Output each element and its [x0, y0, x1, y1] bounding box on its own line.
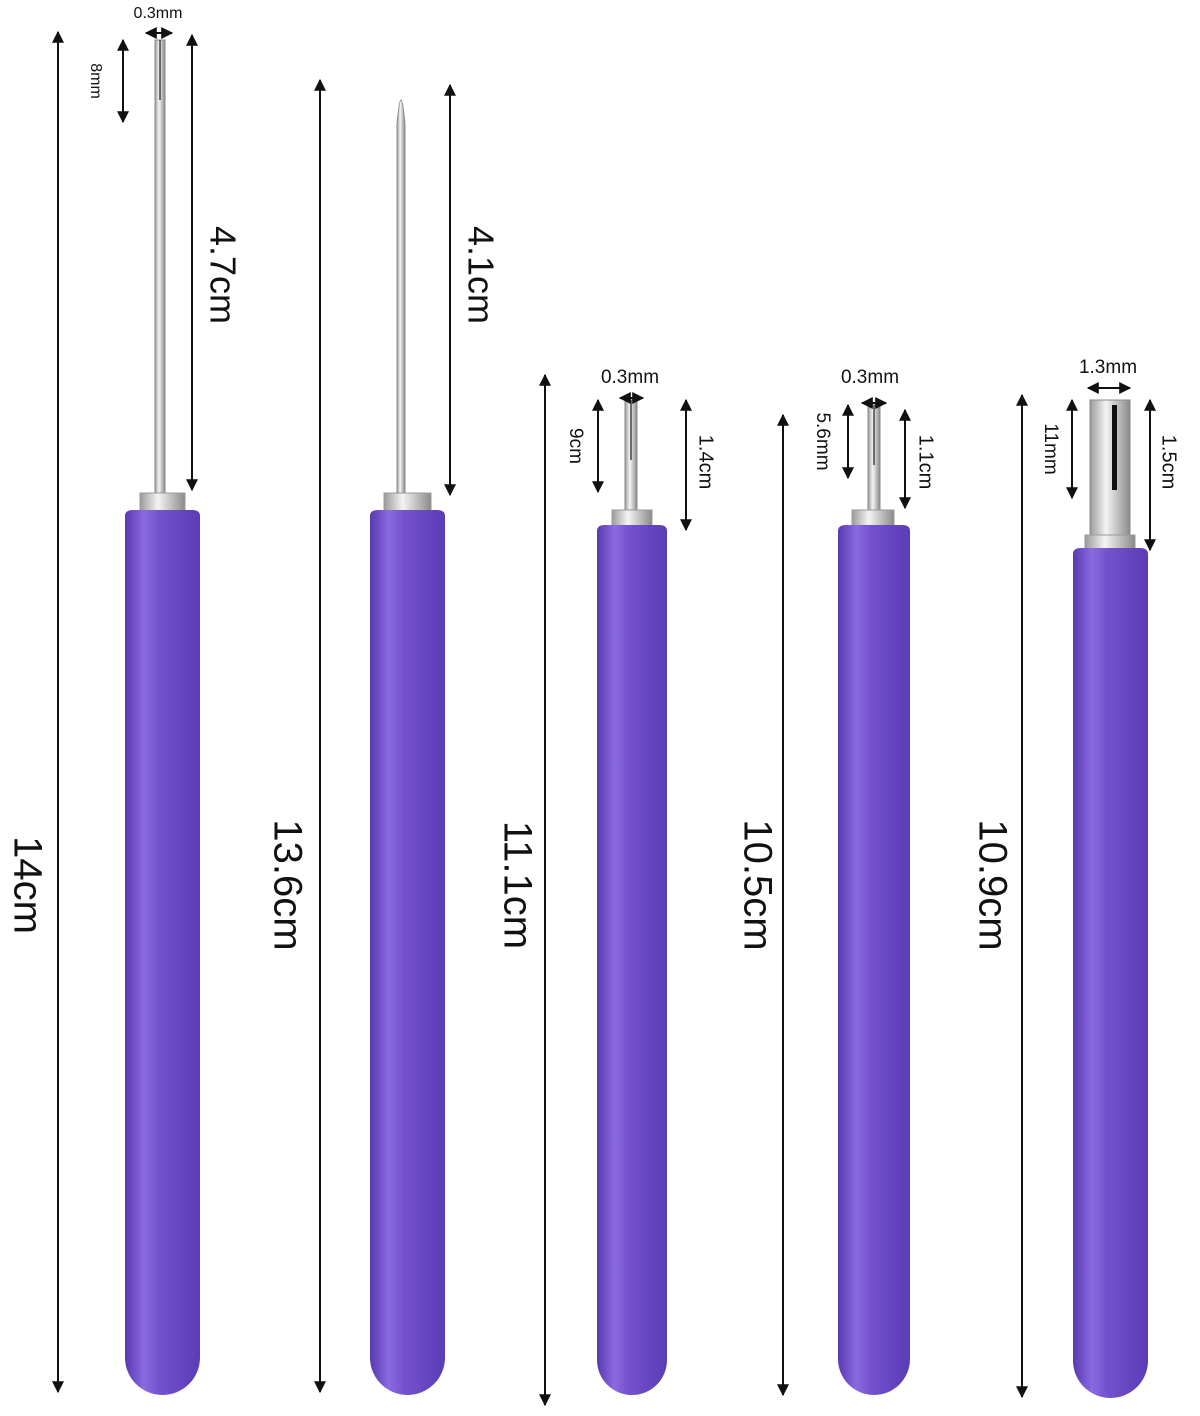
needle	[154, 39, 166, 494]
handle	[370, 510, 445, 1395]
handle	[1073, 548, 1148, 1399]
tip-width-label: 1.3mm	[1079, 357, 1137, 378]
tip-tube	[1089, 399, 1131, 536]
tip-width-label: 0.3mm	[841, 367, 899, 388]
needle-length-label: 4.1cm	[460, 226, 501, 324]
tip-length-label: 8mm	[87, 63, 104, 99]
needle	[396, 99, 406, 494]
needle-length-label: 1.4cm	[695, 435, 717, 489]
needle-length-label: 1.5cm	[1158, 435, 1180, 489]
needle-length-label: 1.1cm	[915, 435, 937, 489]
length-label: 11.1cm	[495, 821, 539, 949]
length-label: 10.5cm	[735, 819, 779, 950]
tip-length-label: 9cm	[565, 428, 586, 464]
tip-slot	[1112, 405, 1117, 490]
tip-length-label: 11mm	[1040, 423, 1061, 474]
tip-width-label: 0.3mm	[134, 5, 183, 22]
needle-length-label: 4.7cm	[202, 226, 243, 324]
tip-width-label: 0.3mm	[601, 367, 659, 388]
length-label: 13.6cm	[265, 819, 309, 950]
length-label: 10.9cm	[970, 819, 1014, 950]
handle	[597, 525, 667, 1395]
tip-length-label: 5.6mm	[812, 412, 833, 470]
handle	[125, 510, 200, 1395]
handle	[838, 525, 910, 1395]
length-label: 14cm	[5, 836, 49, 934]
